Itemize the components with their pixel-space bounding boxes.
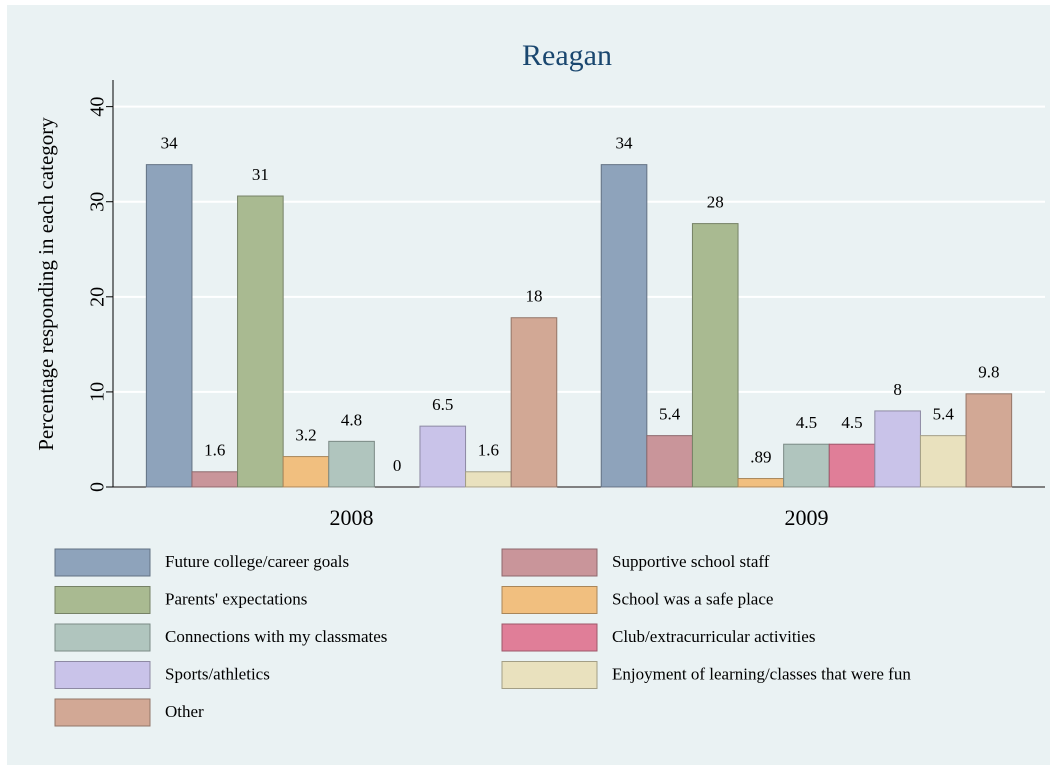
bar: [965, 393, 1013, 488]
bar: [191, 471, 239, 488]
bar: [828, 443, 876, 488]
bar: [510, 317, 558, 488]
bar: [145, 164, 193, 488]
bar: [874, 410, 921, 488]
value-label: 3.2: [295, 425, 316, 444]
y-tick-label: 40: [87, 97, 109, 117]
value-label: 1.6: [204, 441, 225, 460]
legend-label: Enjoyment of learning/classes that were …: [612, 664, 911, 683]
legend-label: Supportive school staff: [612, 552, 770, 571]
legend-label: Future college/career goals: [165, 552, 349, 571]
value-label: .89: [750, 447, 771, 466]
bar: [600, 164, 648, 488]
value-label: 9.8: [978, 363, 999, 382]
value-label: 5.4: [659, 405, 681, 424]
value-label: 34: [616, 134, 634, 153]
bar: [465, 471, 512, 488]
legend-swatch: [54, 548, 151, 577]
bar: [691, 223, 739, 488]
y-tick-label: 30: [87, 192, 109, 212]
bar: [237, 195, 284, 488]
bar: [783, 443, 830, 488]
legend-label: Other: [165, 702, 204, 721]
y-tick-label: 10: [87, 382, 109, 402]
value-label: 0: [393, 456, 402, 475]
y-tick-label: 20: [87, 287, 109, 307]
value-label: 4.8: [341, 410, 362, 429]
y-axis-label: Percentage responding in each category: [34, 117, 58, 451]
legend-swatch: [54, 586, 151, 614]
legend-swatch: [501, 623, 598, 652]
value-label: 4.5: [841, 413, 862, 432]
legend-label: Parents' expectations: [165, 589, 307, 608]
bar: [328, 440, 375, 488]
bar: [419, 425, 467, 488]
value-label: 5.4: [933, 405, 955, 424]
x-tick-label: 2009: [784, 505, 828, 530]
x-tick-label: 2008: [330, 505, 374, 530]
value-label: 34: [161, 134, 179, 153]
value-label: 8: [893, 380, 902, 399]
legend-swatch: [54, 661, 151, 689]
legend-label: Sports/athletics: [165, 664, 270, 683]
y-tick-label: 0: [87, 482, 109, 492]
legend-label: Club/extracurricular activities: [612, 627, 815, 646]
bar: [282, 456, 330, 488]
value-label: 1.6: [478, 441, 499, 460]
value-label: 6.5: [432, 395, 453, 414]
value-label: 4.5: [796, 413, 817, 432]
legend-swatch: [501, 661, 598, 689]
value-label: 28: [707, 192, 724, 211]
legend-label: School was a safe place: [612, 589, 773, 608]
legend-swatch: [54, 698, 151, 727]
bar: [919, 435, 967, 488]
value-label: 31: [252, 165, 269, 184]
bar: [646, 435, 693, 488]
legend-swatch: [501, 586, 598, 614]
legend-label: Connections with my classmates: [165, 627, 387, 646]
chart-title: Reagan: [522, 39, 612, 72]
bar: [737, 478, 785, 488]
legend-swatch: [501, 548, 598, 577]
value-label: 18: [525, 287, 542, 306]
legend-swatch: [54, 623, 151, 652]
